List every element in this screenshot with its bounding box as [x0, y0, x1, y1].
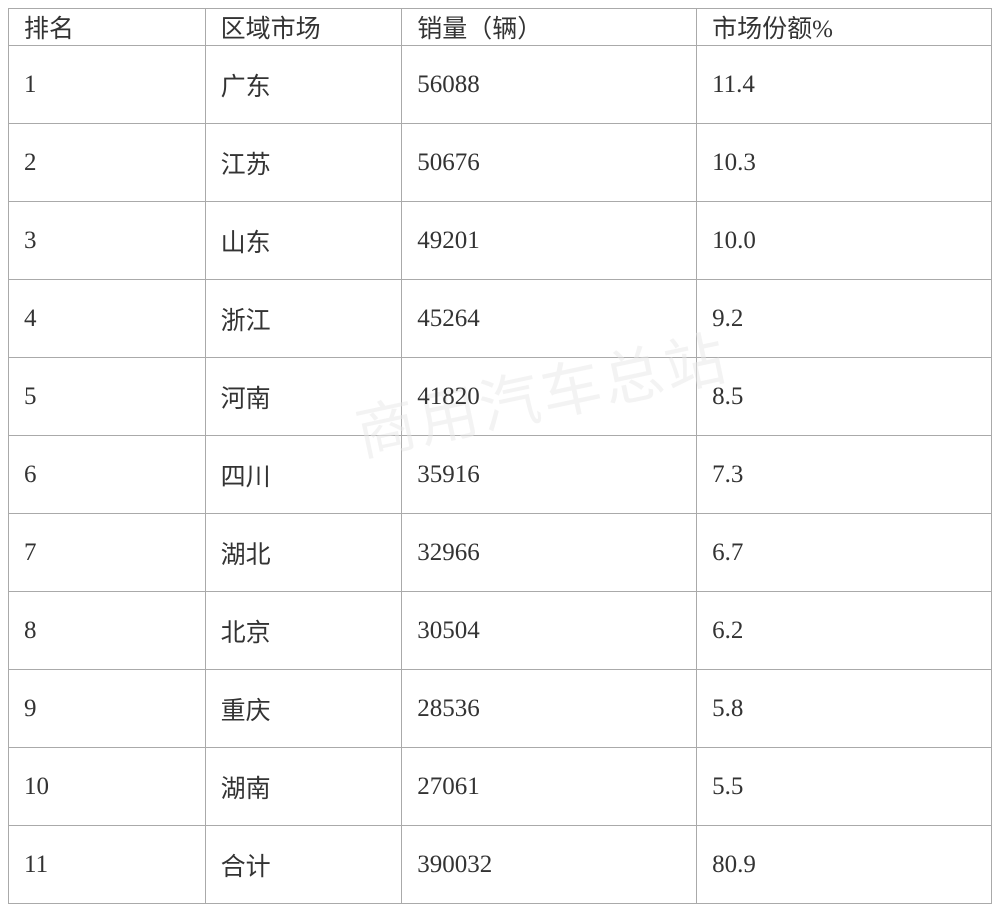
table-header-row: 排名 区域市场 销量（辆） 市场份额% — [9, 9, 992, 46]
table-row: 3 山东 49201 10.0 — [9, 202, 992, 280]
cell-sales: 50676 — [402, 124, 697, 202]
cell-region: 四川 — [205, 436, 402, 514]
cell-share: 6.7 — [697, 514, 992, 592]
cell-rank: 2 — [9, 124, 206, 202]
cell-region: 湖北 — [205, 514, 402, 592]
cell-rank: 7 — [9, 514, 206, 592]
header-rank: 排名 — [9, 9, 206, 46]
table-row: 1 广东 56088 11.4 — [9, 46, 992, 124]
cell-rank: 10 — [9, 748, 206, 826]
cell-share: 6.2 — [697, 592, 992, 670]
cell-region: 湖南 — [205, 748, 402, 826]
cell-sales: 56088 — [402, 46, 697, 124]
table-row: 8 北京 30504 6.2 — [9, 592, 992, 670]
cell-share: 10.3 — [697, 124, 992, 202]
table-row: 11 合计 390032 80.9 — [9, 826, 992, 904]
cell-region: 江苏 — [205, 124, 402, 202]
cell-sales: 49201 — [402, 202, 697, 280]
sales-table: 排名 区域市场 销量（辆） 市场份额% 1 广东 56088 11.4 2 江苏… — [8, 8, 992, 904]
cell-sales: 45264 — [402, 280, 697, 358]
header-sales: 销量（辆） — [402, 9, 697, 46]
cell-rank: 6 — [9, 436, 206, 514]
cell-sales: 32966 — [402, 514, 697, 592]
cell-region: 广东 — [205, 46, 402, 124]
cell-sales: 35916 — [402, 436, 697, 514]
cell-rank: 1 — [9, 46, 206, 124]
cell-rank: 8 — [9, 592, 206, 670]
table-row: 6 四川 35916 7.3 — [9, 436, 992, 514]
cell-region: 北京 — [205, 592, 402, 670]
table-row: 5 河南 41820 8.5 — [9, 358, 992, 436]
table-row: 2 江苏 50676 10.3 — [9, 124, 992, 202]
cell-share: 5.5 — [697, 748, 992, 826]
table-row: 4 浙江 45264 9.2 — [9, 280, 992, 358]
header-share: 市场份额% — [697, 9, 992, 46]
cell-sales: 27061 — [402, 748, 697, 826]
cell-region: 河南 — [205, 358, 402, 436]
cell-share: 5.8 — [697, 670, 992, 748]
cell-sales: 390032 — [402, 826, 697, 904]
cell-rank: 4 — [9, 280, 206, 358]
cell-rank: 5 — [9, 358, 206, 436]
cell-share: 9.2 — [697, 280, 992, 358]
cell-sales: 28536 — [402, 670, 697, 748]
cell-rank: 11 — [9, 826, 206, 904]
cell-region: 浙江 — [205, 280, 402, 358]
table-container: 商用汽车总站 排名 区域市场 销量（辆） 市场份额% 1 广东 56088 11… — [8, 8, 992, 904]
cell-share: 8.5 — [697, 358, 992, 436]
cell-rank: 9 — [9, 670, 206, 748]
cell-sales: 41820 — [402, 358, 697, 436]
cell-share: 10.0 — [697, 202, 992, 280]
cell-share: 80.9 — [697, 826, 992, 904]
cell-region: 重庆 — [205, 670, 402, 748]
table-row: 9 重庆 28536 5.8 — [9, 670, 992, 748]
cell-region: 合计 — [205, 826, 402, 904]
cell-sales: 30504 — [402, 592, 697, 670]
cell-share: 11.4 — [697, 46, 992, 124]
header-region: 区域市场 — [205, 9, 402, 46]
cell-region: 山东 — [205, 202, 402, 280]
table-body: 1 广东 56088 11.4 2 江苏 50676 10.3 3 山东 492… — [9, 46, 992, 904]
cell-rank: 3 — [9, 202, 206, 280]
cell-share: 7.3 — [697, 436, 992, 514]
table-row: 10 湖南 27061 5.5 — [9, 748, 992, 826]
table-row: 7 湖北 32966 6.7 — [9, 514, 992, 592]
